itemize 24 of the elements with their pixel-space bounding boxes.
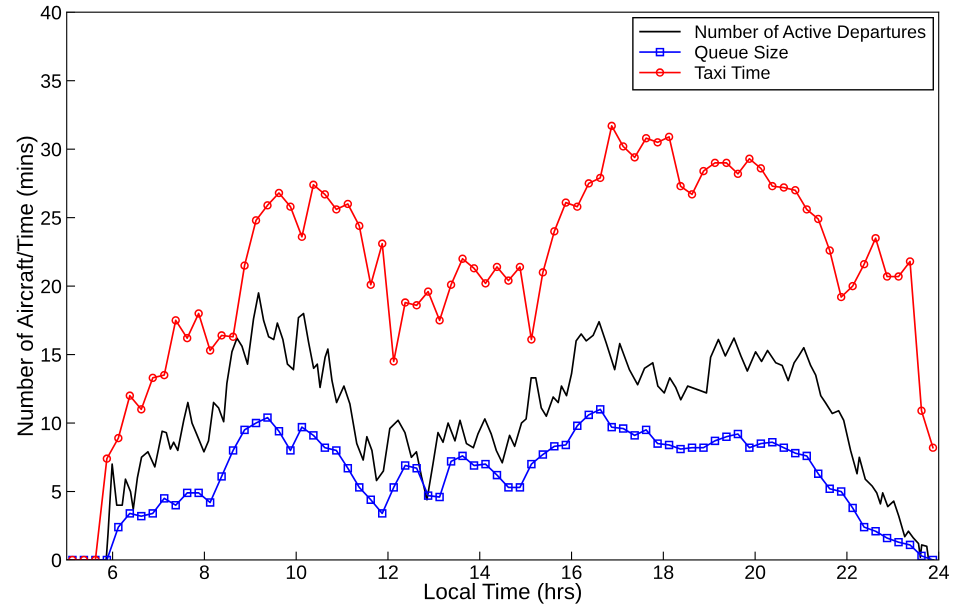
legend-label: Number of Active Departures: [696, 24, 926, 42]
legend-label: Queue Size: [695, 45, 788, 62]
y-tick-label: 20: [41, 280, 62, 294]
x-tick-label: 14: [470, 566, 490, 579]
x-tick-label: 18: [654, 565, 674, 580]
y-tick-label: 35: [40, 74, 62, 88]
y-tick-label: 15: [42, 348, 62, 362]
x-tick-label: 6: [108, 565, 118, 580]
x-tick-label: 22: [837, 565, 857, 579]
x-tick-label: 16: [562, 565, 582, 580]
x-tick-label: 8: [200, 565, 209, 580]
y-tick-label: 30: [40, 142, 62, 156]
legend-label: Taxi Time: [694, 66, 770, 80]
y-tick-label: 5: [52, 485, 62, 499]
x-tick-label: 20: [745, 565, 766, 580]
y-tick-label: 25: [41, 211, 62, 225]
y-tick-label: 0: [52, 553, 62, 568]
x-tick-label: 12: [378, 565, 398, 579]
x-axis-title: Local Time (hrs): [424, 582, 581, 604]
x-tick-label: 10: [286, 565, 306, 580]
y-tick-label: 10: [42, 416, 62, 430]
x-tick-label: 24: [928, 565, 949, 579]
y-axis-title: Number of Aircraft/Time (mins): [16, 136, 38, 436]
y-tick-label: 40: [40, 6, 62, 20]
